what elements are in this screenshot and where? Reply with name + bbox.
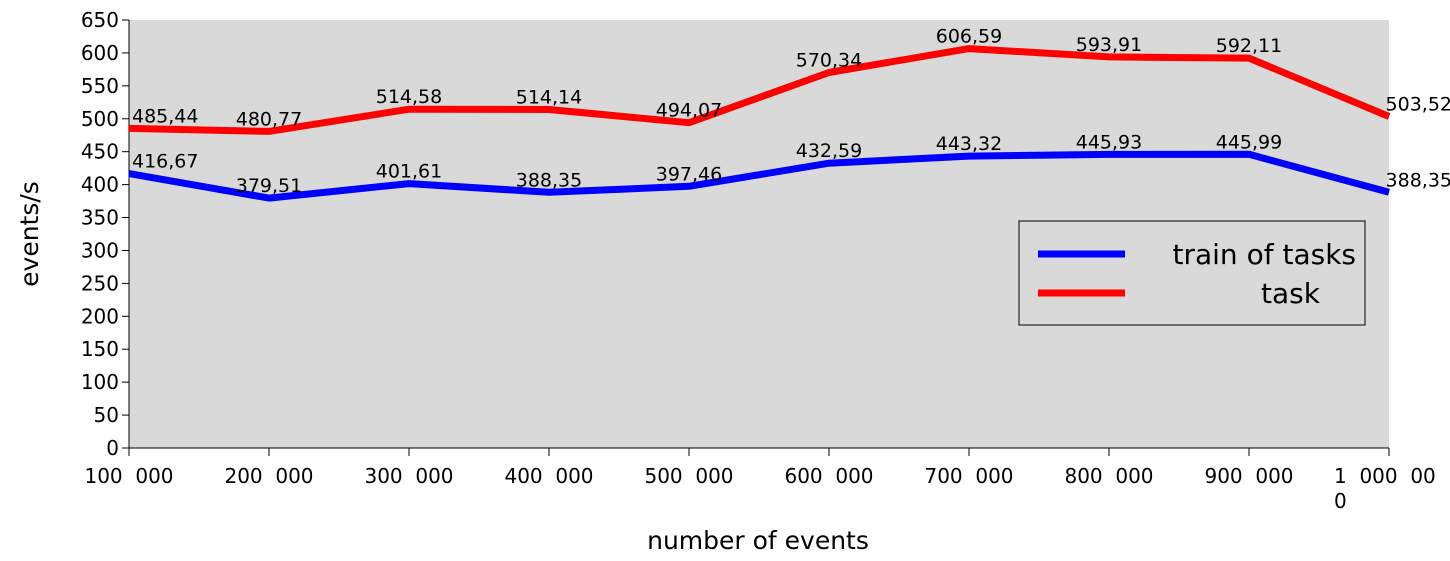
y-tick-label: 300 — [81, 238, 119, 262]
y-tick-label: 200 — [81, 304, 119, 328]
y-tick-label: 450 — [81, 140, 119, 164]
data-label: 606,59 — [936, 26, 1002, 48]
data-label: 503,52 — [1386, 93, 1450, 115]
data-label: 570,34 — [796, 49, 862, 71]
data-label: 445,99 — [1216, 131, 1282, 153]
y-axis: 0 50 100 150 200 250 300 350 400 450 500 550 600 650 — [81, 8, 130, 460]
x-tick-label: 200 000 — [224, 464, 313, 488]
y-tick-label: 650 — [81, 8, 119, 32]
y-tick-label: 500 — [81, 107, 119, 131]
legend-label-train-of-tasks: train of tasks — [1173, 238, 1357, 271]
data-label: 401,61 — [376, 161, 442, 183]
data-label: 416,67 — [132, 151, 198, 173]
y-tick-label: 400 — [81, 173, 119, 197]
x-axis: 100 000 200 000 300 000 400 000 500 000 600 0… — [84, 447, 1436, 513]
x-tick-label: 300 000 — [364, 464, 453, 488]
legend-box — [1018, 220, 1366, 326]
x-tick-label: 800 000 — [1064, 464, 1153, 488]
x-tick-label: 900 000 — [1204, 464, 1293, 488]
x-tick-label: 100 000 — [84, 464, 173, 488]
y-tick-label: 600 — [81, 41, 119, 65]
data-label: 494,07 — [656, 100, 722, 122]
data-labels: 416,67 379,51 401,61 388,35 397,46 432,59 443,… — [132, 26, 1450, 198]
data-label: 445,93 — [1076, 131, 1142, 153]
legend-label-task: task — [1261, 277, 1321, 310]
data-label: 593,91 — [1076, 34, 1142, 56]
x-tick-label: 700 000 — [924, 464, 1013, 488]
y-axis-title: events/s — [15, 181, 44, 287]
x-tick-label: 600 000 — [784, 464, 873, 488]
data-label: 514,58 — [376, 86, 442, 108]
y-tick-label: 50 — [94, 403, 119, 427]
data-label: 432,59 — [796, 140, 862, 162]
data-label: 388,35 — [516, 169, 582, 191]
legend: train of tasks task — [1018, 220, 1366, 326]
data-label: 514,14 — [516, 86, 582, 108]
series-layer — [128, 45, 1391, 202]
y-tick-label: 350 — [81, 206, 119, 230]
y-tick-label: 550 — [81, 74, 119, 98]
series-line-train-of-tasks — [128, 150, 1390, 202]
data-label: 379,51 — [236, 175, 302, 197]
x-tick-label: 500 000 — [644, 464, 733, 488]
y-tick-label: 250 — [81, 271, 119, 295]
data-label: 592,11 — [1216, 35, 1282, 57]
x-tick-label: 1 000 00 0 — [1334, 464, 1436, 513]
data-label: 480,77 — [236, 108, 302, 130]
series-line-task — [128, 45, 1391, 135]
data-label: 397,46 — [656, 163, 722, 185]
y-tick-label: 150 — [81, 337, 119, 361]
x-axis-title: number of events — [647, 526, 869, 555]
y-tick-label: 100 — [81, 370, 119, 394]
data-label: 443,32 — [936, 133, 1002, 155]
x-tick-label: 400 000 — [504, 464, 593, 488]
data-label: 485,44 — [132, 105, 198, 127]
data-label: 388,35 — [1386, 169, 1450, 191]
y-tick-label: 0 — [106, 436, 119, 460]
